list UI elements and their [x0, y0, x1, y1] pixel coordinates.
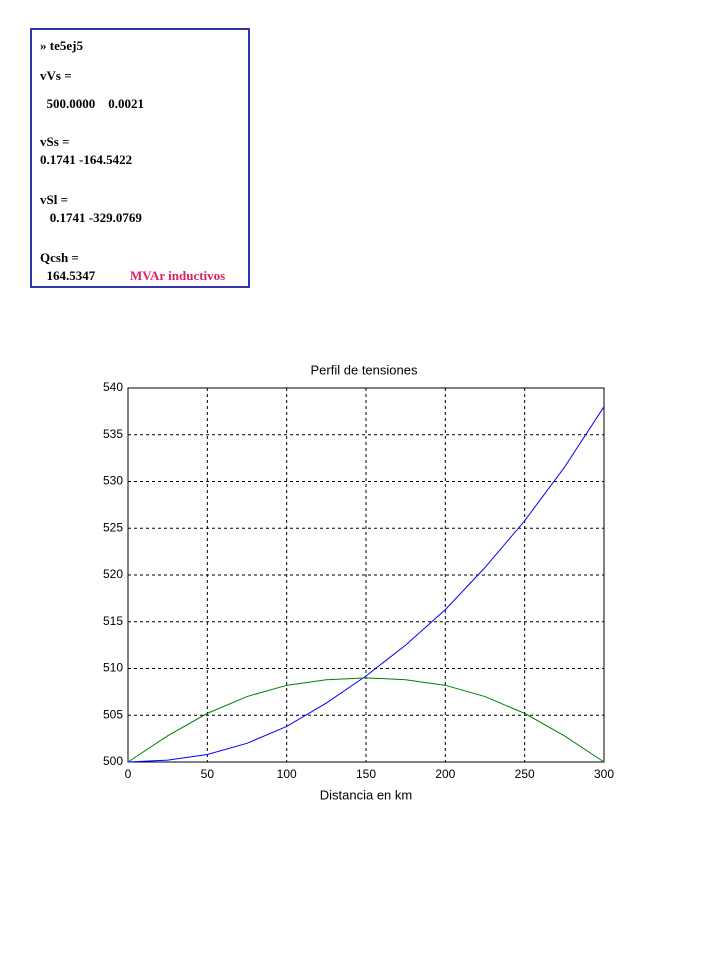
y-tick-label: 515: [103, 614, 123, 628]
console-note: MVAr inductivos: [130, 268, 226, 283]
data-line: [127, 677, 605, 763]
console-line: vSs =: [40, 134, 70, 149]
console-line: Qcsh =: [40, 250, 79, 265]
x-tick-label: 0: [125, 767, 132, 781]
y-tick-label: 540: [103, 380, 123, 394]
chart: Perfil de tensiones Distancia en km 5005…: [103, 362, 614, 802]
console-line: 500.0000 0.0021: [40, 96, 145, 111]
y-tick-label: 510: [103, 661, 123, 675]
console-line: vSl =: [40, 192, 68, 207]
x-tick-label: 250: [515, 767, 535, 781]
console-line: » te5ej5: [40, 38, 83, 53]
x-tick-label: 100: [277, 767, 297, 781]
x-tick-label: 200: [435, 767, 455, 781]
y-tick-label: 500: [103, 754, 123, 768]
y-tick-label: 530: [103, 474, 123, 488]
y-tick-label: 505: [103, 707, 123, 721]
y-tick-label: 520: [103, 567, 123, 581]
plot-frame: [127, 387, 605, 763]
console-line: vVs =: [40, 68, 72, 83]
x-axis-label: Distancia en km: [320, 787, 412, 802]
x-tick-label: 150: [356, 767, 376, 781]
chart-title: Perfil de tensiones: [311, 362, 418, 377]
data-line: [127, 406, 605, 763]
x-tick-label: 50: [201, 767, 215, 781]
y-tick-label: 535: [103, 427, 123, 441]
console-line: 0.1741 -329.0769: [40, 210, 142, 225]
y-tick-label: 525: [103, 520, 123, 534]
console-box: » te5ej5 vVs = 500.0000 0.0021 vSs = 0.1741…: [30, 28, 250, 288]
console-line: 164.5347: [40, 268, 96, 283]
console-line: 0.1741 -164.5422: [40, 152, 133, 167]
x-tick-label: 300: [594, 767, 614, 781]
